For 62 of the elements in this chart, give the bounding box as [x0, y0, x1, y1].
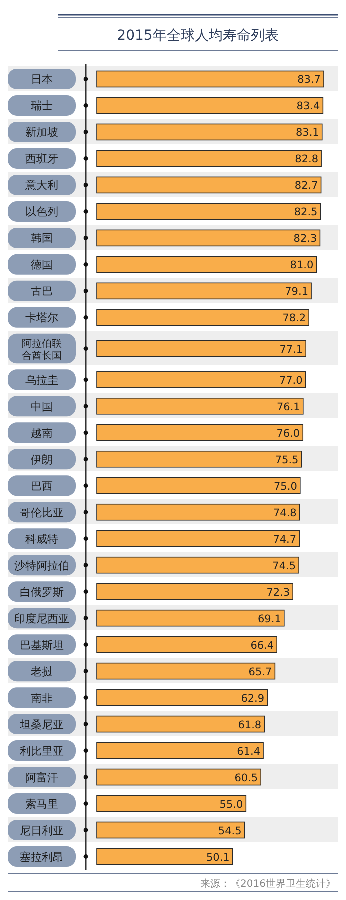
y-tick-label: 老挝	[31, 665, 53, 678]
data-label: 83.4	[296, 100, 320, 113]
chart-title: 2015年全球人均寿命列表	[117, 28, 279, 44]
y-tick-label: 乌拉圭	[26, 374, 58, 387]
data-label: 74.7	[273, 534, 297, 546]
data-label: 83.7	[298, 74, 321, 86]
data-label: 69.1	[258, 613, 282, 626]
data-label: 82.3	[294, 233, 318, 246]
data-label: 77.1	[280, 344, 304, 356]
y-tick-label: 阿富汗	[26, 771, 58, 784]
source-note: 来源：《2016世界卫生统计》	[200, 878, 336, 890]
data-label: 62.9	[241, 692, 265, 705]
y-tick-label: 西班牙	[26, 152, 58, 166]
data-label: 50.1	[206, 852, 230, 864]
data-label: 82.8	[295, 154, 319, 166]
y-tick-label: 巴基斯坦	[20, 638, 64, 652]
y-tick-label: 利比里亚	[20, 744, 64, 758]
data-label: 55.0	[220, 798, 244, 811]
y-tick-label: 越南	[31, 426, 53, 440]
y-tick-label: 巴西	[31, 480, 53, 493]
data-label: 78.2	[282, 312, 306, 325]
y-tick-label: 卡塔尔	[26, 312, 58, 325]
data-label: 82.5	[294, 206, 318, 219]
y-tick-label: 瑞士	[31, 100, 53, 113]
y-tick-label: 坦桑尼亚	[19, 718, 64, 732]
y-tick-label: 南非	[31, 692, 53, 705]
y-tick-label: 德国	[31, 258, 53, 272]
data-label: 76.0	[276, 428, 300, 440]
data-label: 75.5	[275, 454, 299, 466]
y-tick-label: 索马里	[26, 798, 58, 811]
data-label: 79.1	[285, 286, 309, 298]
y-tick-label: 以色列	[26, 206, 58, 219]
y-tick-label: 伊朗	[31, 453, 53, 466]
y-tick-label: 尼日利亚	[20, 824, 64, 838]
data-label: 66.4	[250, 640, 274, 652]
data-label: 65.7	[248, 666, 272, 678]
y-tick-label: 韩国	[31, 232, 53, 246]
y-tick-label: 沙特阿拉伯	[14, 559, 70, 572]
y-tick-label: 哥伦比亚	[20, 506, 64, 520]
y-tick-label: 印度尼西亚	[14, 612, 70, 626]
y-tick-label: 新加坡	[26, 126, 58, 140]
data-label: 82.7	[294, 180, 318, 192]
y-tick-label: 意大利	[24, 179, 58, 192]
data-label: 72.3	[266, 586, 290, 599]
y-tick-label: 白俄罗斯	[20, 586, 64, 599]
y-tick-label: 中国	[31, 400, 53, 414]
y-tick-label: 阿拉伯联合酋长国	[22, 338, 62, 362]
data-label: 61.8	[238, 719, 262, 732]
y-tick-label: 塞拉利昂	[20, 850, 64, 864]
data-label: 83.1	[296, 127, 320, 140]
data-label: 77.0	[279, 374, 303, 387]
data-label: 74.8	[273, 507, 297, 520]
data-label: 60.5	[234, 772, 258, 784]
y-tick-label: 古巴	[31, 285, 53, 298]
data-label: 76.1	[277, 401, 300, 414]
data-label: 75.0	[274, 480, 298, 493]
data-label: 74.5	[272, 560, 296, 572]
data-label: 54.5	[218, 825, 242, 838]
data-label: 81.0	[290, 260, 314, 272]
y-tick-label: 日本	[31, 73, 53, 86]
data-label: 61.4	[237, 746, 261, 758]
y-tick-label: 科威特	[26, 532, 58, 546]
